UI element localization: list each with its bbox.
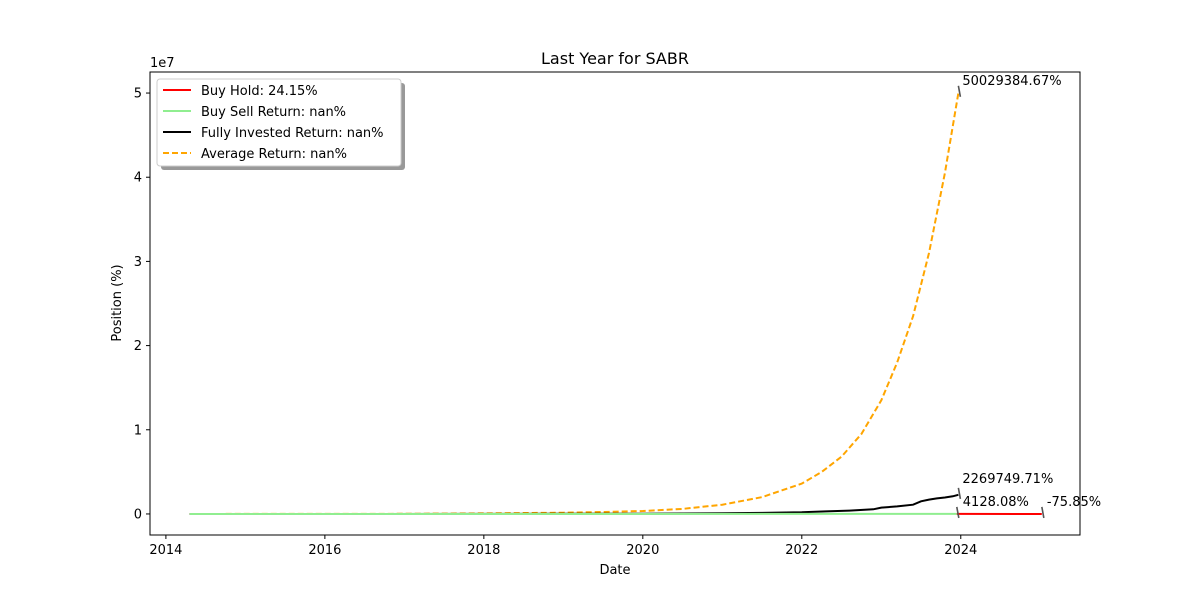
annotation-buy_sell: 4128.08% xyxy=(963,495,1029,510)
annotation-marker xyxy=(957,85,962,97)
legend-box xyxy=(156,78,402,167)
series-layer xyxy=(189,92,1042,515)
legend-label-average: Average Return: nan% xyxy=(201,147,347,162)
x-tick-label: 2020 xyxy=(626,543,659,558)
x-tick-label: 2024 xyxy=(944,543,977,558)
x-tick-label: 2018 xyxy=(467,543,500,558)
annotation-marker xyxy=(957,487,962,499)
series-fully_invested-line xyxy=(189,493,959,515)
legend-label-fully_invested: Fully Invested Return: nan% xyxy=(201,126,384,141)
annotations: 50029384.67% 2269749.71% 4128.08% -75.85% xyxy=(956,74,1101,519)
x-tick-label: 2014 xyxy=(149,543,182,558)
annotation-buy_hold: -75.85% xyxy=(1047,495,1101,510)
annotation-average: 50029384.67% xyxy=(962,74,1061,89)
legend-label-buy_sell: Buy Sell Return: nan% xyxy=(201,105,346,120)
x-axis-label: Date xyxy=(599,563,630,578)
annotation-fully_invested: 2269749.71% xyxy=(962,472,1053,487)
annotation-marker xyxy=(956,506,960,519)
legend-label-buy_hold: Buy Hold: 24.15% xyxy=(201,84,318,99)
y-tick-label: 2 xyxy=(134,339,142,354)
x-tick-label: 2022 xyxy=(785,543,818,558)
y-tick-label: 4 xyxy=(134,171,142,186)
y-tick-label: 1 xyxy=(134,423,142,438)
x-tick-label: 2016 xyxy=(308,543,341,558)
annotation-marker xyxy=(1041,506,1045,519)
chart-title: Last Year for SABR xyxy=(541,49,689,68)
y-axis-ticks: 0 1 2 3 4 5 xyxy=(134,87,150,522)
y-tick-label: 3 xyxy=(134,255,142,270)
y-tick-label: 5 xyxy=(134,87,142,102)
series-average-line xyxy=(189,92,960,515)
y-axis-label: Position (%) xyxy=(110,264,125,341)
legend: Buy Hold: 24.15% Buy Sell Return: nan% Ful… xyxy=(156,78,405,170)
x-axis-ticks: 2014 2016 2018 2020 2022 2024 xyxy=(149,535,977,558)
plot-area xyxy=(149,71,1081,536)
y-tick-label: 0 xyxy=(134,507,142,522)
y-axis-scale-label: 1e7 xyxy=(150,56,175,71)
